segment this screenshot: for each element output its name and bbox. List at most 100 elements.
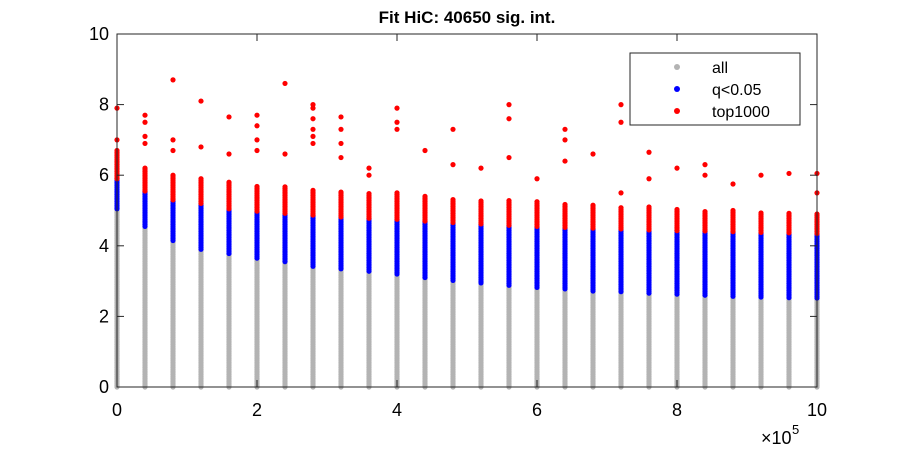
data-point-outlier — [534, 176, 540, 182]
data-point — [674, 206, 680, 213]
data-point-outlier — [142, 133, 148, 139]
data-point-outlier — [254, 147, 260, 154]
data-point-outlier — [310, 140, 316, 147]
legend: all q<0.05 top1000 — [629, 52, 801, 126]
data-point-outlier — [590, 151, 596, 157]
x-tick-label: 10 — [807, 400, 827, 420]
y-tick-label: 4 — [99, 236, 109, 256]
legend-box — [629, 52, 801, 126]
data-point-outlier — [506, 102, 512, 108]
legend-marker-all — [674, 64, 680, 70]
x-tick-label: 8 — [672, 400, 682, 420]
data-point-outlier — [394, 119, 400, 125]
data-point-outlier — [310, 133, 316, 139]
data-point-outlier — [170, 77, 176, 83]
data-point — [758, 210, 764, 216]
data-point-outlier — [786, 170, 792, 177]
data-point-outlier — [310, 126, 316, 132]
data-point — [618, 205, 624, 211]
data-point-outlier — [758, 172, 764, 178]
legend-label-top1000: top1000 — [712, 104, 770, 121]
x-axis-multiplier-base: ×10 — [761, 428, 792, 448]
y-tick-label: 10 — [89, 24, 109, 44]
series-q<0.05 — [114, 176, 820, 301]
data-point — [170, 172, 176, 178]
data-point — [478, 198, 484, 204]
legend-label-all: all — [712, 60, 728, 77]
data-point-outlier — [310, 105, 316, 111]
data-point-outlier — [226, 114, 232, 120]
axes-box — [116, 33, 818, 388]
data-point-outlier — [254, 123, 260, 129]
data-point-outlier — [506, 154, 512, 161]
data-point — [506, 198, 512, 204]
data-point — [366, 190, 372, 197]
data-point — [450, 196, 456, 203]
data-point-outlier — [450, 162, 456, 168]
data-point-outlier — [702, 162, 708, 168]
data-point-outlier — [338, 140, 344, 147]
data-point-outlier — [702, 172, 708, 178]
chart-title: Fit HiC: 40650 sig. int. — [379, 8, 556, 27]
data-point — [142, 165, 148, 171]
data-point-outlier — [422, 147, 428, 154]
data-point-outlier — [450, 126, 456, 132]
data-point-outlier — [198, 98, 204, 104]
data-point-outlier — [254, 112, 260, 118]
y-tick-label: 0 — [99, 377, 109, 397]
data-point — [198, 176, 204, 182]
data-point — [282, 184, 288, 190]
x-tick-label: 2 — [252, 400, 262, 420]
data-point — [422, 193, 428, 199]
data-point-outlier — [226, 151, 232, 157]
data-point-outlier — [646, 149, 652, 155]
legend-marker-q005 — [674, 86, 680, 92]
legend-marker-top1000 — [674, 108, 680, 114]
data-point-outlier — [394, 105, 400, 111]
data-point-outlier — [170, 147, 176, 154]
data-point-outlier — [366, 165, 372, 171]
data-point — [730, 207, 736, 214]
data-point — [394, 190, 400, 196]
data-point-outlier — [562, 137, 568, 143]
data-point — [338, 189, 344, 195]
data-point-outlier — [142, 140, 148, 147]
x-axis-multiplier: ×10 5 — [761, 422, 799, 448]
ticks: 0 2 4 6 8 10 0 2 4 6 8 10 — [89, 24, 827, 420]
data-point-outlier — [562, 158, 568, 164]
x-tick-label: 6 — [532, 400, 542, 420]
data-point-outlier — [618, 190, 624, 196]
data-point-outlier — [478, 165, 484, 171]
data-point-outlier — [254, 137, 260, 143]
data-point — [226, 179, 232, 185]
data-point-outlier — [142, 119, 148, 125]
data-point-outlier — [730, 181, 736, 187]
y-tick-label: 2 — [99, 306, 109, 326]
data-point-outlier — [618, 119, 624, 125]
data-point-outlier — [366, 172, 372, 178]
data-point — [702, 208, 708, 215]
data-point — [534, 199, 540, 205]
data-point-outlier — [506, 116, 512, 122]
data-point-outlier — [618, 102, 624, 108]
data-point — [310, 187, 316, 193]
data-point-outlier — [170, 137, 176, 143]
x-axis-multiplier-exponent: 5 — [792, 422, 799, 437]
data-point-outlier — [394, 126, 400, 132]
legend-label-q005: q<0.05 — [712, 82, 761, 99]
data-point-outlier — [198, 144, 204, 150]
data-point-outlier — [338, 154, 344, 161]
data-point — [254, 183, 260, 190]
data-point-outlier — [674, 165, 680, 171]
data-point-outlier — [338, 114, 344, 120]
x-tick-label: 0 — [112, 400, 122, 420]
y-tick-label: 8 — [99, 95, 109, 115]
data-point-outlier — [282, 80, 288, 87]
x-tick-label: 4 — [392, 400, 402, 420]
data-point-outlier — [282, 151, 288, 157]
data-point-outlier — [142, 112, 148, 118]
data-point-outlier — [562, 126, 568, 132]
data-point-outlier — [310, 116, 316, 122]
data-point — [646, 204, 652, 210]
